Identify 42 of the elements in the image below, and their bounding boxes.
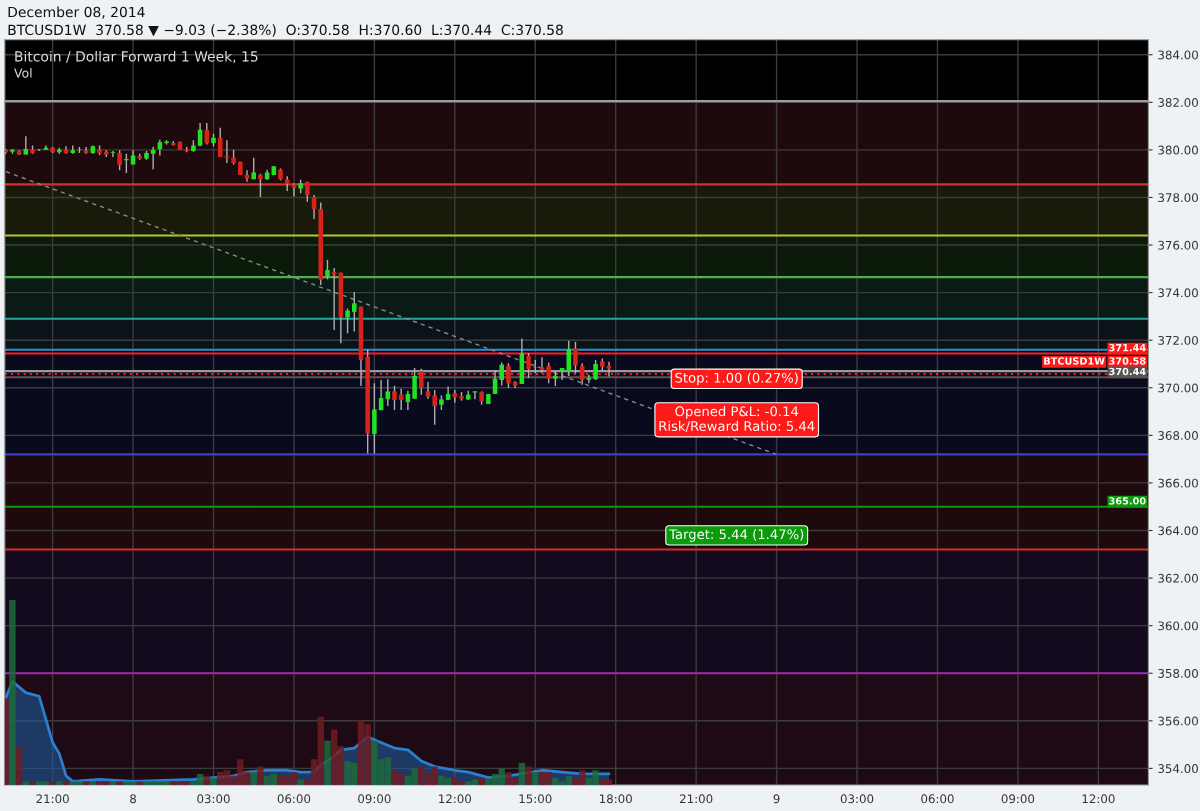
y-tick-label: 384.00 [1158, 50, 1198, 60]
x-tick-label: 09:00 [1001, 794, 1035, 804]
y-tick-label: 354.00 [1158, 764, 1198, 774]
x-tick-label: 06:00 [921, 794, 954, 804]
x-tick-label: 21:00 [36, 794, 69, 804]
ref-line-label: 365.00 [1109, 497, 1146, 505]
x-tick-label: 03:00 [840, 794, 874, 804]
x-tick-label: 06:00 [277, 794, 311, 804]
ref-line-label: 371.44 [1109, 343, 1146, 352]
y-tick-label: 366.00 [1158, 478, 1198, 488]
y-tick-label: 368.00 [1158, 431, 1198, 440]
y-tick-label: 372.00 [1158, 335, 1198, 345]
y-tick-label: 370.00 [1158, 383, 1198, 393]
annotation: Target: 5.44 (1.47%) [669, 529, 804, 542]
text: Bitcoin / Dollar Forward 1 Week, 15 [15, 50, 258, 64]
annotation: Stop: 1.00 (0.27%) [675, 372, 798, 386]
text: BTCUSD1W 370.58 ▼ −9.03 (−2.38%) O:370.58 H:370.60 L:370.44 C:370.58 [8, 24, 563, 37]
x-tick-label: 9 [773, 794, 780, 804]
x-tick-label: 15:00 [519, 794, 552, 804]
y-tick-label: 378.00 [1158, 193, 1198, 203]
y-tick-label: 364.00 [1158, 526, 1198, 536]
x-tick-label: 09:00 [358, 794, 391, 804]
text: Vol [14, 68, 32, 78]
y-tick-label: 376.00 [1158, 240, 1198, 250]
x-tick-label: 21:00 [680, 794, 713, 804]
ref-line-label: 370.44 [1109, 367, 1146, 376]
y-tick-label: 380.00 [1158, 145, 1198, 155]
x-tick-label: 12:00 [1082, 794, 1115, 804]
text: December 08, 2014 [8, 6, 145, 19]
annotation: Opened P&L: -0.14 Risk/Reward Ratio: 5.44 [659, 406, 815, 433]
x-tick-label: 12:00 [439, 794, 472, 804]
y-tick-label: 358.00 [1158, 668, 1198, 678]
annotation: BTCUSD1W [1044, 357, 1105, 365]
y-tick-label: 362.00 [1158, 573, 1198, 583]
y-tick-label: 356.00 [1158, 716, 1198, 726]
y-tick-label: 382.00 [1158, 98, 1198, 107]
x-tick-label: 18:00 [599, 794, 632, 804]
y-tick-label: 360.00 [1158, 621, 1198, 631]
y-tick-label: 374.00 [1158, 288, 1198, 298]
x-tick-label: 03:00 [197, 794, 230, 804]
legend-label: 370.58 [1109, 357, 1146, 365]
x-tick-label: 8 [130, 794, 137, 804]
